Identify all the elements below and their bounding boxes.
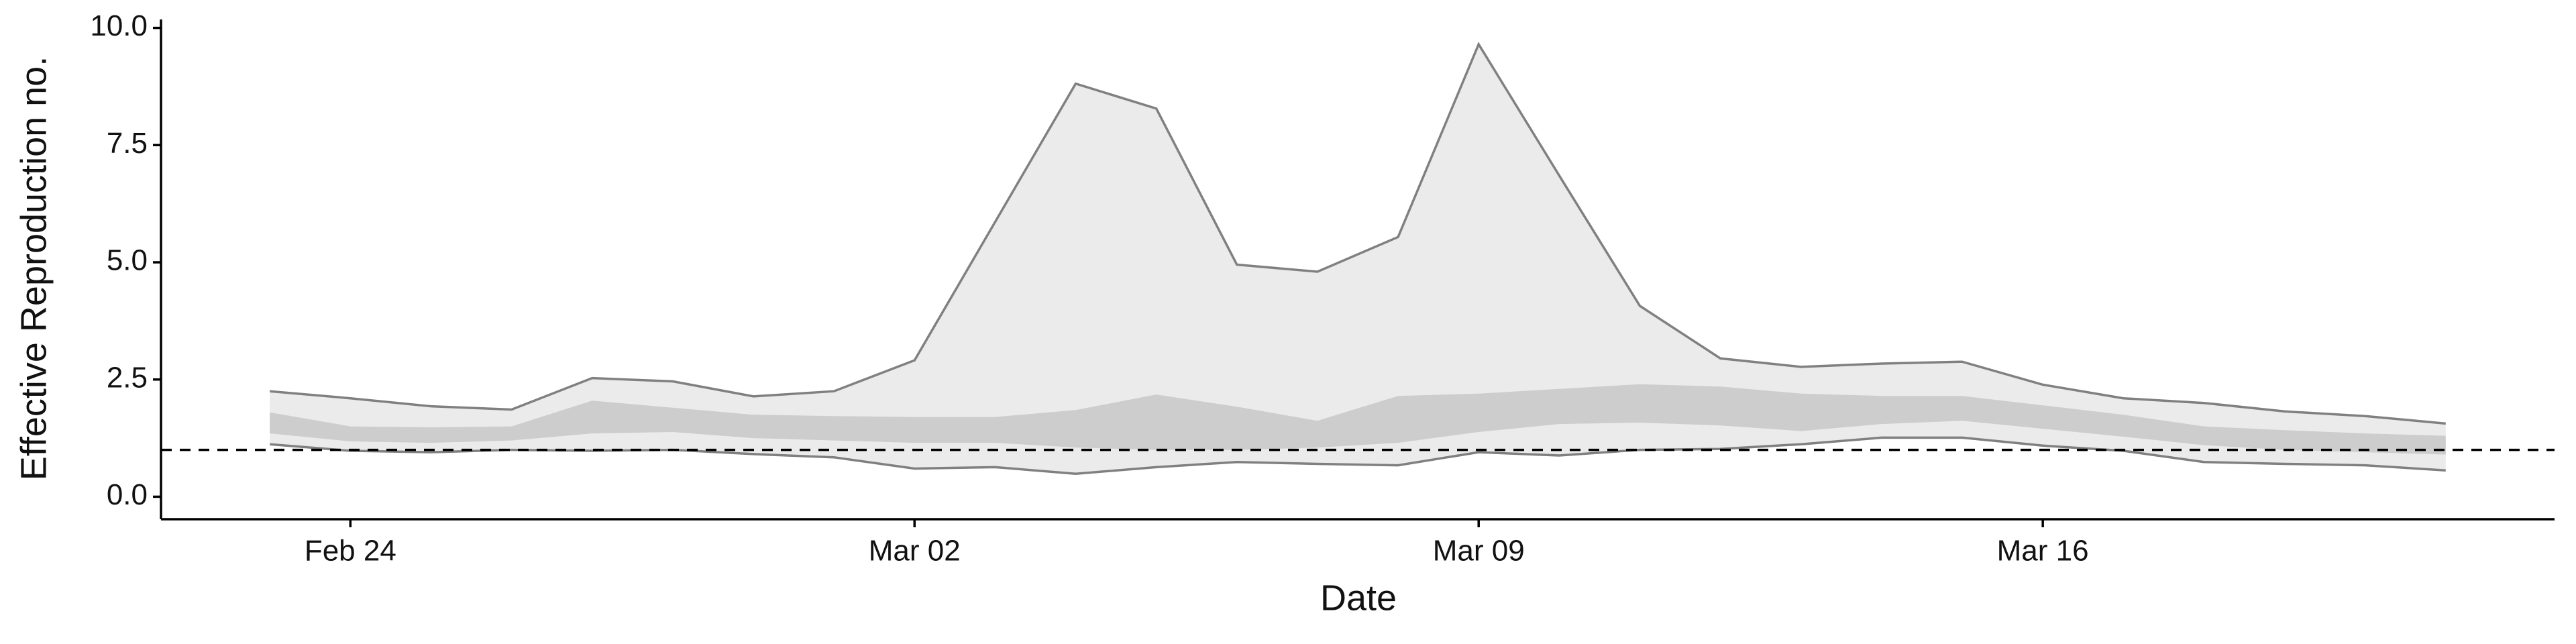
- y-tick-label: 7.5: [107, 127, 148, 160]
- y-tick-label: 0.0: [107, 478, 148, 511]
- band-edge-line: [270, 42, 2446, 425]
- x-tick-label: Feb 24: [305, 535, 396, 568]
- x-tick-label: Mar 02: [869, 535, 961, 568]
- x-tick-label: Mar 16: [1997, 535, 2089, 568]
- band: [270, 384, 2446, 455]
- y-tick-label: 2.5: [107, 361, 148, 394]
- x-axis-title: Date: [1320, 578, 1397, 618]
- y-tick-label: 10.0: [90, 9, 148, 42]
- y-axis-title: Effective Reproduction no.: [13, 56, 54, 480]
- y-tick-label: 5.0: [107, 244, 148, 277]
- band: [270, 44, 2446, 474]
- x-tick-label: Mar 09: [1433, 535, 1525, 568]
